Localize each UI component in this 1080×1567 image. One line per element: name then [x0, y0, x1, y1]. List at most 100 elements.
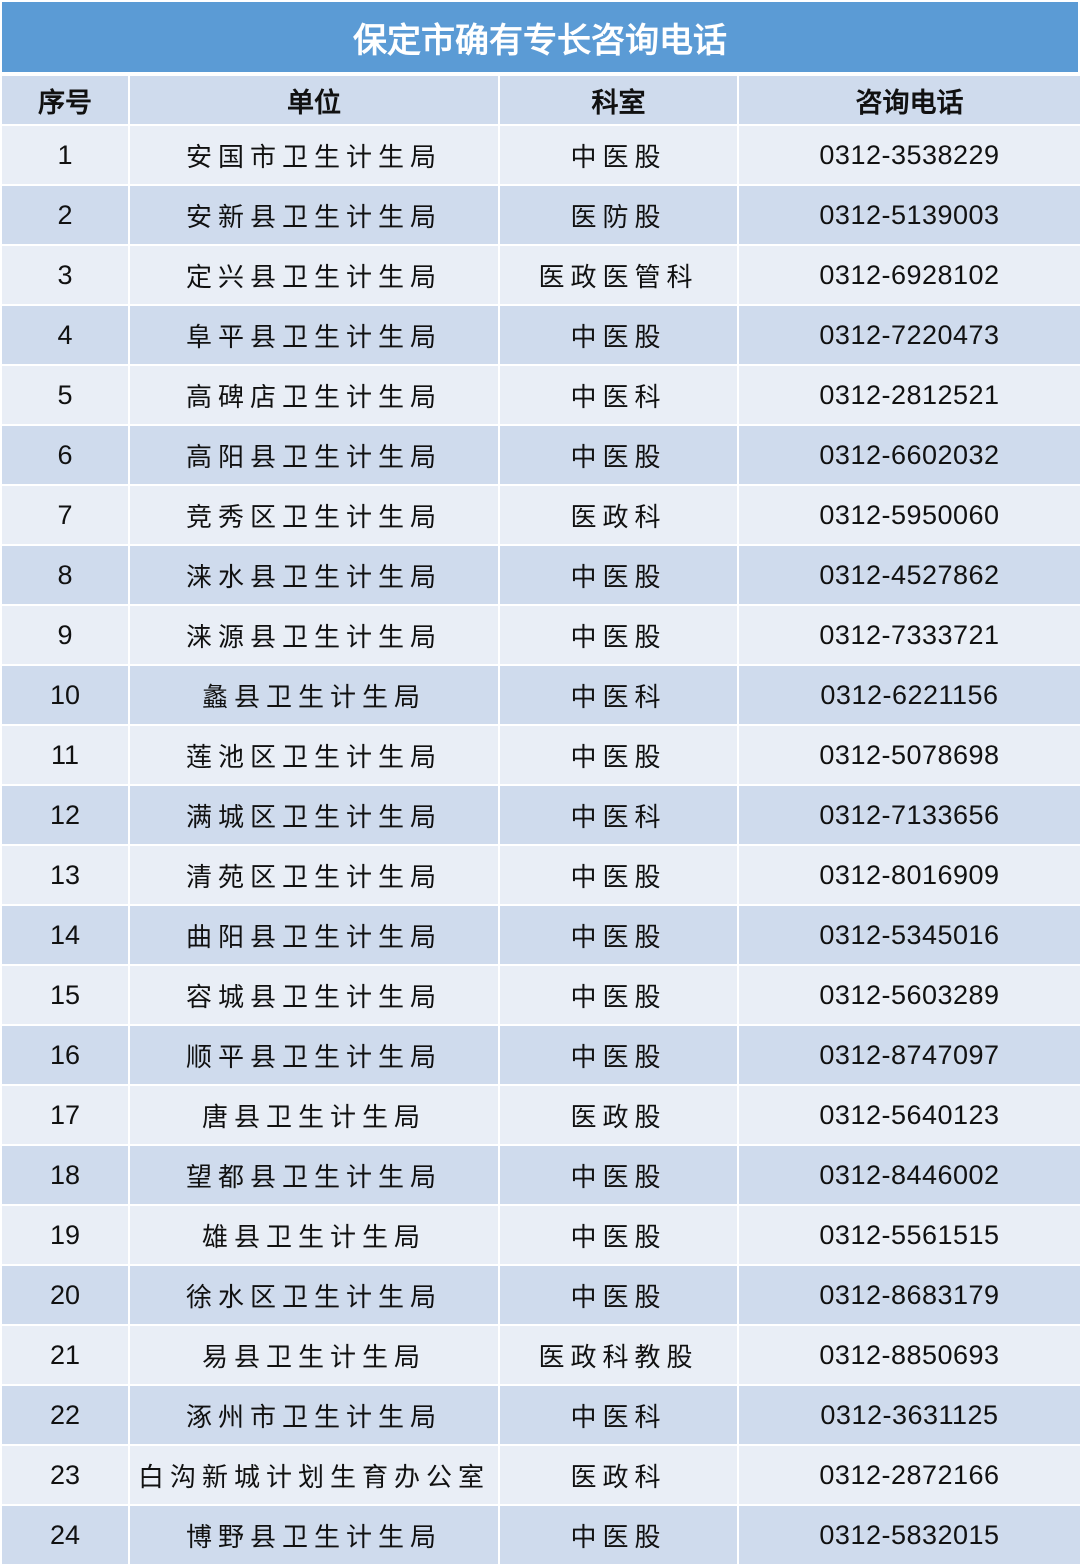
department: 中医股: [500, 1146, 737, 1204]
row-number: 12: [2, 786, 128, 844]
department: 中医股: [500, 726, 737, 784]
phone-number: 0312-2812521: [739, 366, 1080, 424]
unit-name: 易县卫生计生局: [130, 1326, 498, 1384]
table-row: 11 莲池区卫生计生局 中医股 0312-5078698: [2, 726, 1080, 784]
department: 医政医管科: [500, 246, 737, 304]
department: 中医股: [500, 1266, 737, 1324]
phone-number: 0312-8683179: [739, 1266, 1080, 1324]
header-no: 序号: [2, 76, 128, 124]
phone-number: 0312-6602032: [739, 426, 1080, 484]
phone-number: 0312-5950060: [739, 486, 1080, 544]
row-number: 9: [2, 606, 128, 664]
row-number: 22: [2, 1386, 128, 1444]
unit-name: 博野县卫生计生局: [130, 1506, 498, 1564]
table-row: 12 满城区卫生计生局 中医科 0312-7133656: [2, 786, 1080, 844]
department: 医政股: [500, 1086, 737, 1144]
contact-table: 序号 单位 科室 咨询电话 1 安国市卫生计生局 中医股 0312-3538229 2 安…: [0, 74, 1080, 1566]
unit-name: 高碑店卫生计生局: [130, 366, 498, 424]
phone-number: 0312-5345016: [739, 906, 1080, 964]
unit-name: 清苑区卫生计生局: [130, 846, 498, 904]
unit-name: 徐水区卫生计生局: [130, 1266, 498, 1324]
phone-number: 0312-5832015: [739, 1506, 1080, 1564]
table-row: 4 阜平县卫生计生局 中医股 0312-7220473: [2, 306, 1080, 364]
unit-name: 望都县卫生计生局: [130, 1146, 498, 1204]
phone-number: 0312-5561515: [739, 1206, 1080, 1264]
department: 中医科: [500, 366, 737, 424]
table-row: 2 安新县卫生计生局 医防股 0312-5139003: [2, 186, 1080, 244]
unit-name: 涞源县卫生计生局: [130, 606, 498, 664]
unit-name: 涿州市卫生计生局: [130, 1386, 498, 1444]
department: 医政科教股: [500, 1326, 737, 1384]
table-row: 20 徐水区卫生计生局 中医股 0312-8683179: [2, 1266, 1080, 1324]
row-number: 1: [2, 126, 128, 184]
table-row: 19 雄县卫生计生局 中医股 0312-5561515: [2, 1206, 1080, 1264]
department: 中医股: [500, 966, 737, 1024]
header-dept: 科室: [500, 76, 737, 124]
table-row: 16 顺平县卫生计生局 中医股 0312-8747097: [2, 1026, 1080, 1084]
row-number: 24: [2, 1506, 128, 1564]
unit-name: 定兴县卫生计生局: [130, 246, 498, 304]
department: 中医股: [500, 846, 737, 904]
row-number: 7: [2, 486, 128, 544]
table-row: 15 容城县卫生计生局 中医股 0312-5603289: [2, 966, 1080, 1024]
phone-number: 0312-7333721: [739, 606, 1080, 664]
row-number: 8: [2, 546, 128, 604]
table-row: 22 涿州市卫生计生局 中医科 0312-3631125: [2, 1386, 1080, 1444]
department: 中医股: [500, 1506, 737, 1564]
department: 医防股: [500, 186, 737, 244]
row-number: 15: [2, 966, 128, 1024]
table-row: 21 易县卫生计生局 医政科教股 0312-8850693: [2, 1326, 1080, 1384]
phone-number: 0312-8747097: [739, 1026, 1080, 1084]
unit-name: 曲阳县卫生计生局: [130, 906, 498, 964]
table-row: 24 博野县卫生计生局 中医股 0312-5832015: [2, 1506, 1080, 1564]
unit-name: 蠡县卫生计生局: [130, 666, 498, 724]
unit-name: 安国市卫生计生局: [130, 126, 498, 184]
row-number: 10: [2, 666, 128, 724]
unit-name: 莲池区卫生计生局: [130, 726, 498, 784]
phone-number: 0312-6221156: [739, 666, 1080, 724]
unit-name: 容城县卫生计生局: [130, 966, 498, 1024]
row-number: 21: [2, 1326, 128, 1384]
phone-number: 0312-2872166: [739, 1446, 1080, 1504]
department: 中医股: [500, 546, 737, 604]
table-row: 5 高碑店卫生计生局 中医科 0312-2812521: [2, 366, 1080, 424]
phone-number: 0312-3631125: [739, 1386, 1080, 1444]
row-number: 23: [2, 1446, 128, 1504]
unit-name: 阜平县卫生计生局: [130, 306, 498, 364]
unit-name: 涞水县卫生计生局: [130, 546, 498, 604]
department: 中医股: [500, 306, 737, 364]
department: 中医股: [500, 606, 737, 664]
department: 医政科: [500, 486, 737, 544]
table-row: 23 白沟新城计划生育办公室 医政科 0312-2872166: [2, 1446, 1080, 1504]
unit-name: 满城区卫生计生局: [130, 786, 498, 844]
phone-number: 0312-5603289: [739, 966, 1080, 1024]
row-number: 5: [2, 366, 128, 424]
phone-number: 0312-6928102: [739, 246, 1080, 304]
unit-name: 高阳县卫生计生局: [130, 426, 498, 484]
row-number: 16: [2, 1026, 128, 1084]
department: 中医科: [500, 786, 737, 844]
phone-number: 0312-3538229: [739, 126, 1080, 184]
phone-number: 0312-8446002: [739, 1146, 1080, 1204]
department: 中医科: [500, 1386, 737, 1444]
header-phone: 咨询电话: [739, 76, 1080, 124]
department: 中医科: [500, 666, 737, 724]
phone-number: 0312-4527862: [739, 546, 1080, 604]
row-number: 11: [2, 726, 128, 784]
department: 医政科: [500, 1446, 737, 1504]
table-row: 9 涞源县卫生计生局 中医股 0312-7333721: [2, 606, 1080, 664]
phone-number: 0312-8850693: [739, 1326, 1080, 1384]
row-number: 3: [2, 246, 128, 304]
table-row: 10 蠡县卫生计生局 中医科 0312-6221156: [2, 666, 1080, 724]
unit-name: 雄县卫生计生局: [130, 1206, 498, 1264]
department: 中医股: [500, 426, 737, 484]
unit-name: 白沟新城计划生育办公室: [130, 1446, 498, 1504]
department: 中医股: [500, 1206, 737, 1264]
table-title: 保定市确有专长咨询电话: [2, 2, 1078, 72]
phone-number: 0312-7220473: [739, 306, 1080, 364]
table-row: 8 涞水县卫生计生局 中医股 0312-4527862: [2, 546, 1080, 604]
row-number: 4: [2, 306, 128, 364]
unit-name: 安新县卫生计生局: [130, 186, 498, 244]
row-number: 13: [2, 846, 128, 904]
